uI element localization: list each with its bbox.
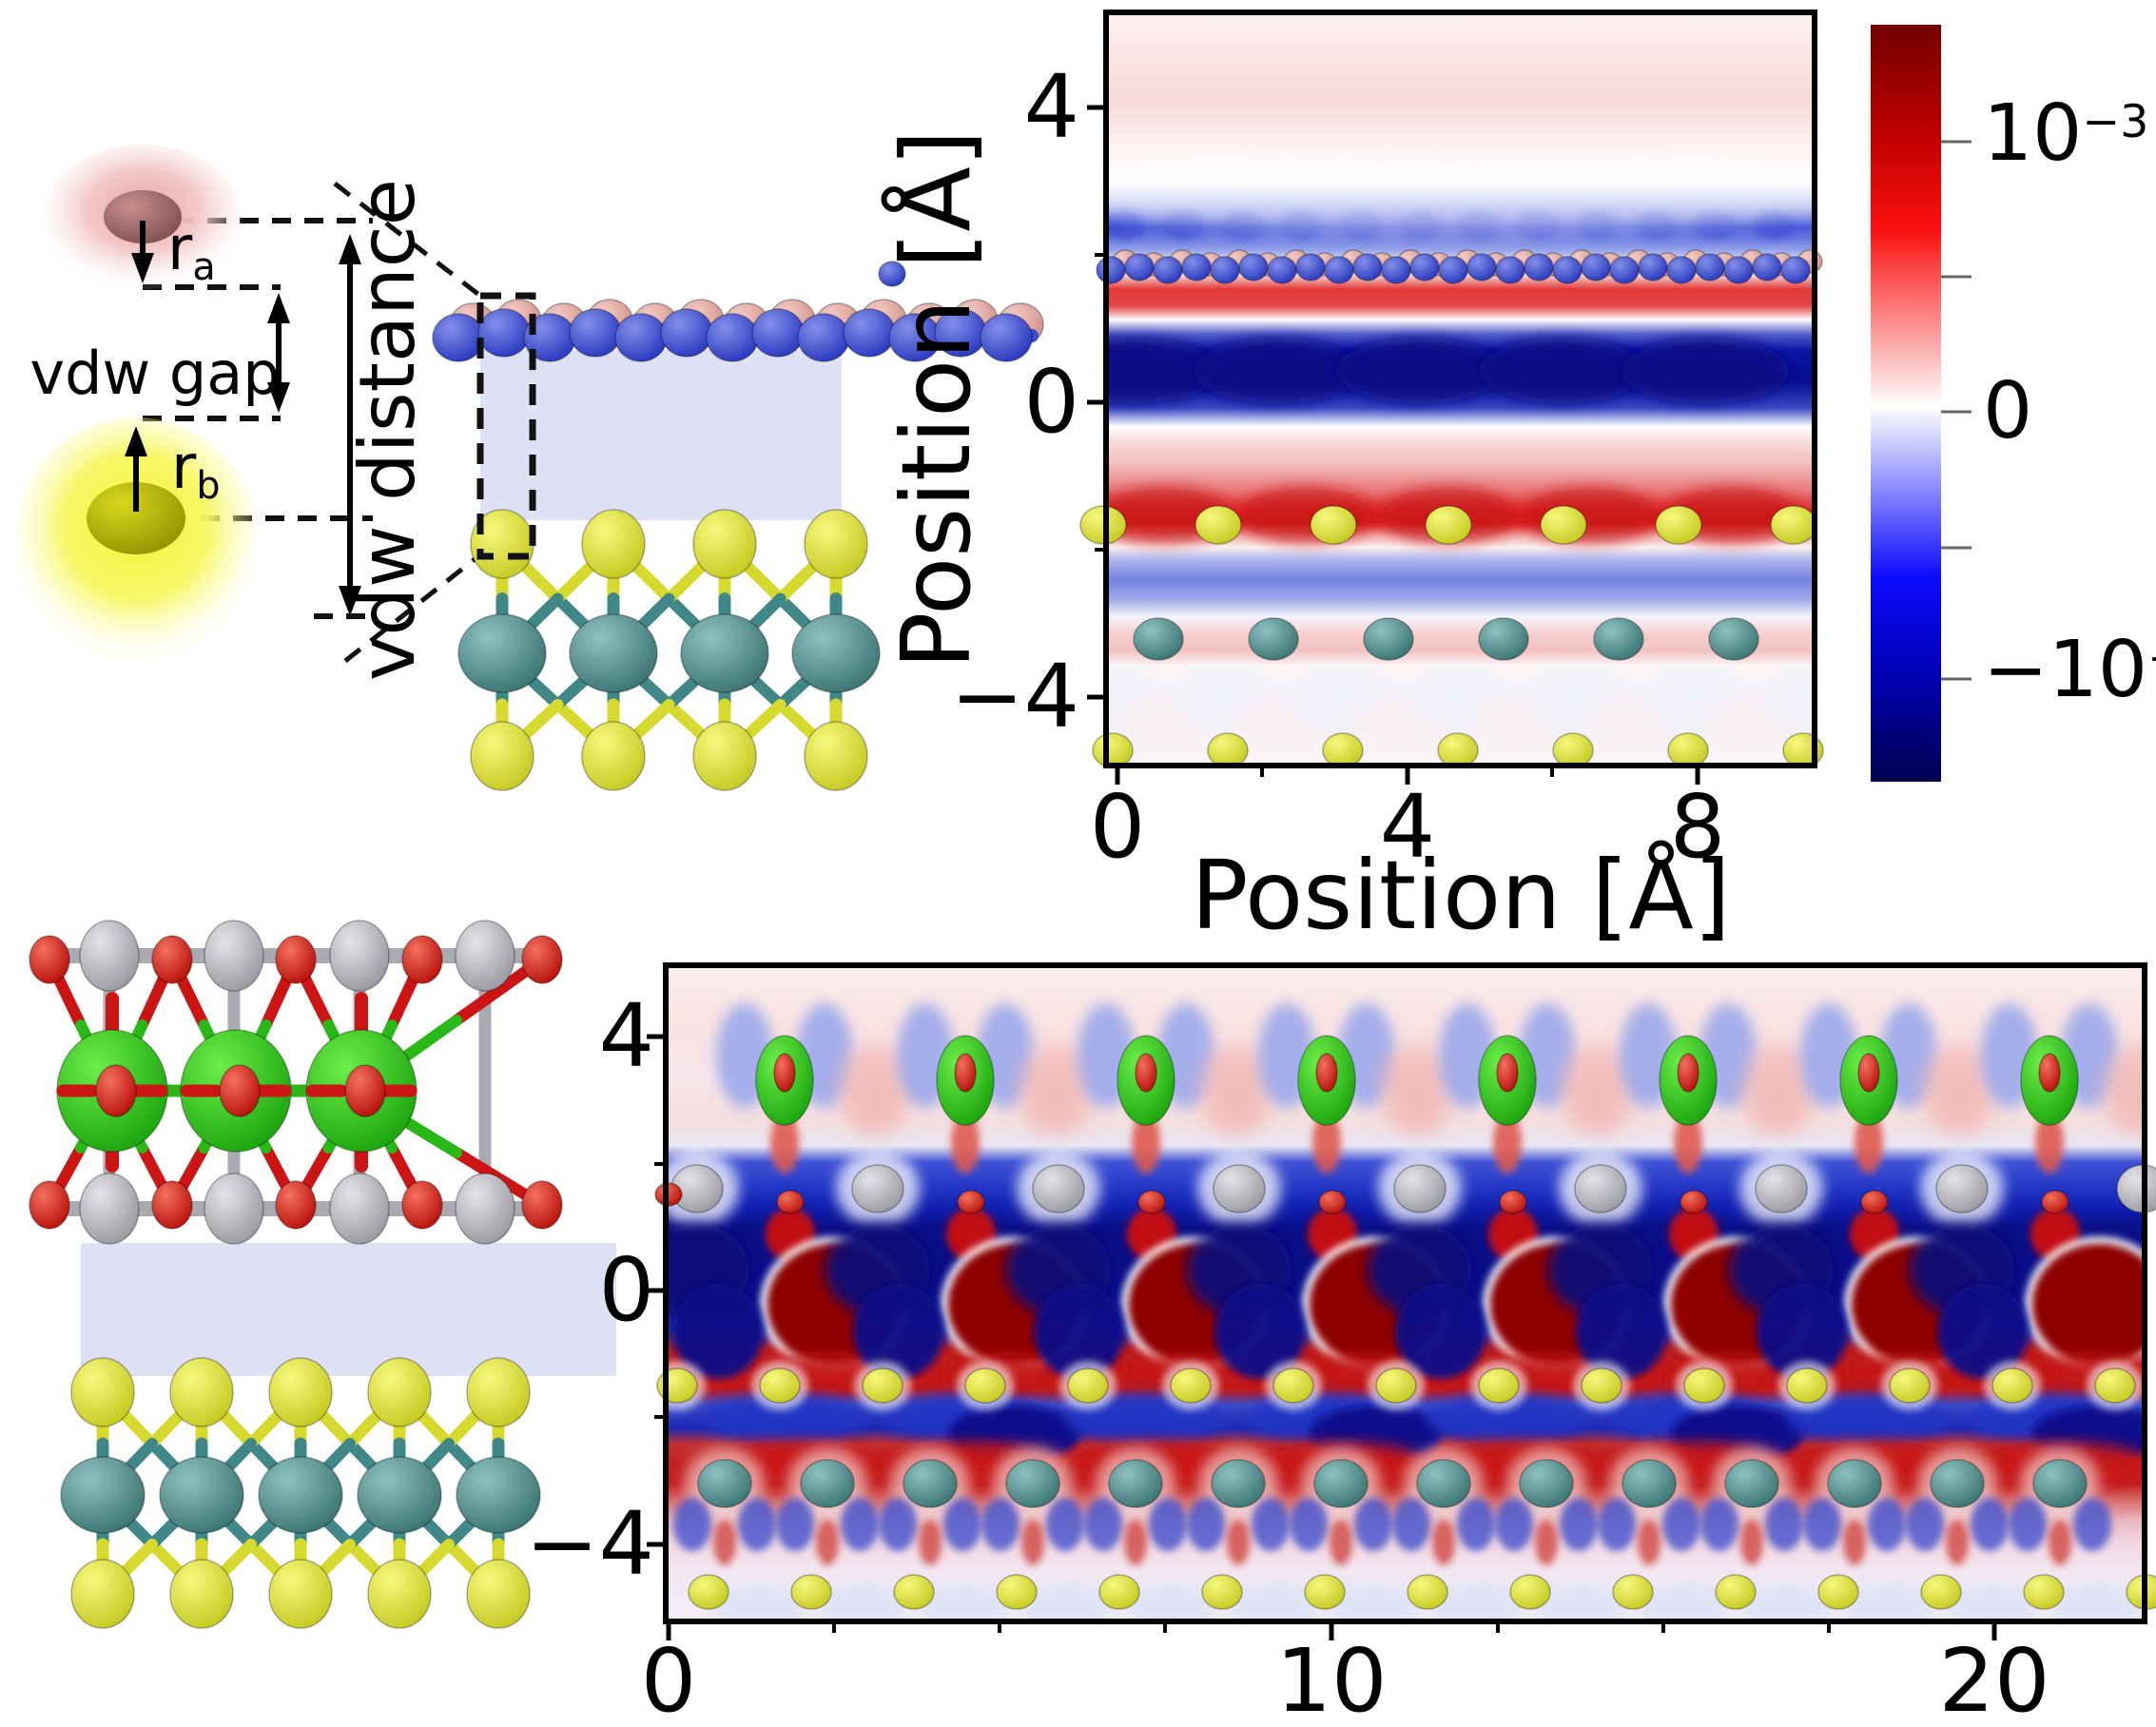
rb-label: rb (171, 433, 221, 509)
top-xtick-0: 0 (1089, 776, 1146, 878)
colorbar (1871, 25, 1971, 782)
top-ytick-0: 0 (1023, 351, 1079, 453)
bot-ytick-0: 0 (598, 1239, 654, 1341)
bot-xtick-10: 10 (1275, 1630, 1388, 1727)
colorbar-tick-mid: 0 (1983, 366, 2033, 456)
vdw-distance-label: vdw distance (343, 179, 432, 681)
bot-ytick-4: 4 (598, 985, 654, 1087)
charge-density-plot-upper (878, 10, 1824, 785)
bot-xtick-0: 0 (640, 1630, 697, 1727)
lower-structure (29, 920, 616, 1629)
vdw-schematic (15, 145, 482, 663)
ra-label: ra (167, 214, 216, 290)
vdw-gap-label: vdw gap (29, 339, 281, 408)
top-xtick-8: 8 (1669, 776, 1726, 878)
bot-xtick-20: 20 (1938, 1630, 2050, 1727)
top-plot-xlabel: Position [Å] (1191, 840, 1731, 951)
top-ytick-neg4: −4 (950, 646, 1079, 747)
bot-ytick-neg4: −4 (525, 1493, 654, 1595)
upper-structure (432, 292, 1044, 791)
top-ytick-4: 4 (1023, 56, 1079, 158)
colorbar-tick-top: 10−3 (1983, 88, 2149, 179)
charge-density-plot-lower (647, 962, 2156, 1640)
top-xtick-4: 4 (1379, 776, 1436, 878)
colorbar-tick-bot: −10−3 (1983, 625, 2156, 715)
